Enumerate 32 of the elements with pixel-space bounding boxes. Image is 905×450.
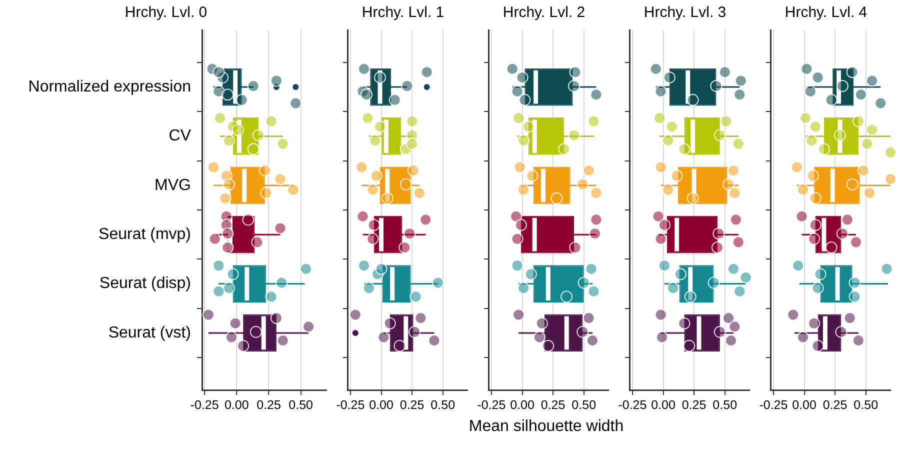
- x-tick-label: 0.00: [510, 398, 534, 412]
- chart-title: Hrchy. Lvl. 3: [644, 4, 726, 22]
- x-tick-label: 0.50: [430, 398, 456, 412]
- x-tick-label: 0.25: [256, 398, 281, 412]
- x-tick-label: 0.00: [224, 398, 249, 412]
- y-tick-label: Normalized expression: [28, 78, 191, 96]
- x-tick-label: 0.50: [854, 398, 878, 412]
- x-tick-label: 0.00: [792, 398, 816, 412]
- x-tick-label: 0.25: [822, 398, 848, 412]
- x-tick-label: 0.50: [712, 398, 738, 412]
- x-tick-label: 0.00: [651, 398, 676, 412]
- x-tick-label: -0.25: [759, 398, 788, 412]
- chart-title: Hrchy. Lvl. 0: [124, 4, 208, 22]
- x-tick-label: 0.00: [369, 398, 394, 412]
- x-tick-label: -0.25: [190, 398, 219, 412]
- x-tick-label: 0.25: [682, 398, 706, 412]
- x-tick-label: -0.25: [618, 398, 647, 412]
- y-tick-label: Seurat (disp): [99, 275, 191, 292]
- y-tick-label: Seurat (vst): [108, 324, 191, 342]
- chart-title: Hrchy. Lvl. 1: [362, 4, 444, 22]
- y-tick-label: CV: [168, 128, 192, 145]
- chart-title: Hrchy. Lvl. 2: [502, 4, 586, 22]
- x-tick-label: 0.25: [400, 398, 424, 412]
- y-tick-label: Seurat (mvp): [98, 226, 191, 243]
- x-tick-label: 0.25: [540, 398, 566, 412]
- x-tick-label: -0.25: [336, 398, 365, 412]
- x-tick-label: 0.50: [572, 398, 596, 412]
- chart-title: Hrchy. Lvl. 4: [784, 4, 868, 22]
- y-tick-label: MVG: [154, 176, 191, 194]
- x-tick-label: -0.25: [477, 398, 506, 412]
- x-axis-title: Mean silhouette width: [468, 418, 624, 436]
- x-tick-label: 0.50: [288, 398, 314, 412]
